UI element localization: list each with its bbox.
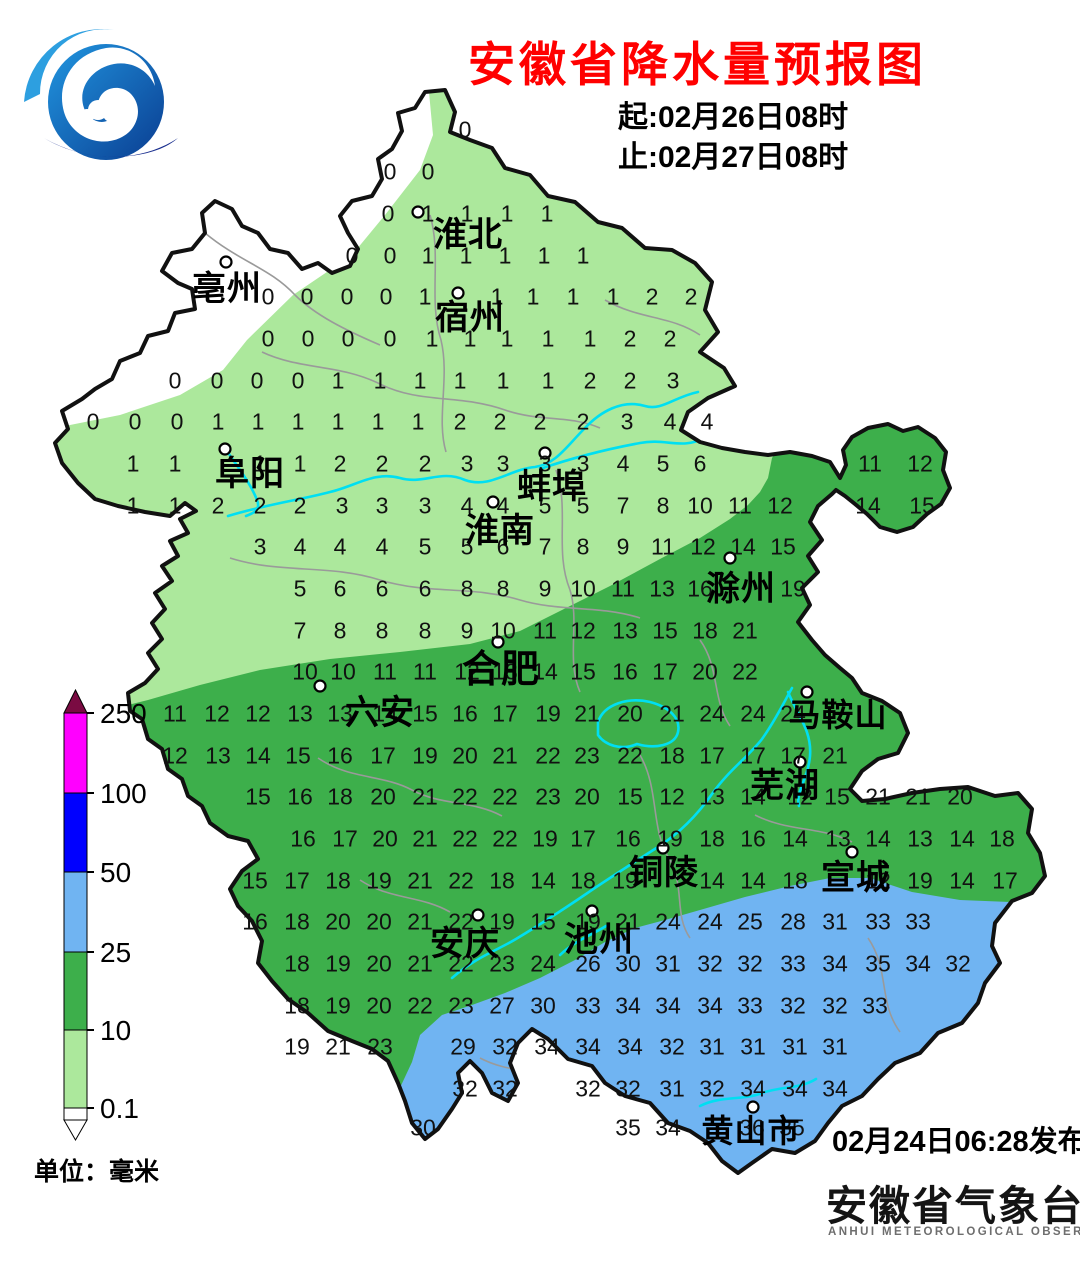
legend-segment bbox=[63, 1029, 88, 1109]
legend-colorbar: 250 100 50 25 10 0.1 bbox=[63, 688, 147, 1142]
city-marker bbox=[656, 841, 670, 855]
yangtze-river bbox=[450, 686, 794, 980]
city-marker bbox=[845, 845, 859, 859]
city-marker bbox=[491, 635, 505, 649]
city-marker bbox=[219, 255, 233, 269]
legend-tick-label: 250 bbox=[100, 698, 147, 729]
legend-segment bbox=[63, 792, 88, 873]
legend-segment bbox=[63, 951, 88, 1031]
publish-time: 02月24日06:28发布 bbox=[832, 1126, 1080, 1158]
city-marker bbox=[800, 685, 814, 699]
forecast-period: 起:02月26日08时 止:02月27日08时 bbox=[618, 98, 848, 178]
legend-segment bbox=[63, 712, 88, 794]
city-marker bbox=[218, 442, 232, 456]
city-marker bbox=[793, 755, 807, 769]
huai-river bbox=[226, 390, 700, 518]
city-marker bbox=[471, 908, 485, 922]
agency-name-en: ANHUI METEOROLOGICAL OBSERVATORY bbox=[828, 1226, 1080, 1238]
city-marker bbox=[451, 286, 465, 300]
legend-tick-label: 10 bbox=[100, 1015, 131, 1046]
legend-tick-label: 0.1 bbox=[100, 1093, 139, 1124]
agency-name-cn: 安徽省气象台 bbox=[826, 1183, 1080, 1229]
city-marker bbox=[723, 551, 737, 565]
city-marker bbox=[411, 205, 425, 219]
legend-tick-label: 100 bbox=[100, 778, 147, 809]
city-marker bbox=[538, 446, 552, 460]
rivers bbox=[223, 390, 818, 1108]
chao-lake bbox=[596, 699, 680, 749]
province-border bbox=[53, 88, 1047, 1175]
unit-label: 单位：毫米 bbox=[34, 1158, 160, 1186]
city-marker bbox=[746, 1100, 760, 1114]
city-marker bbox=[585, 904, 599, 918]
period-start: 起:02月26日08时 bbox=[618, 101, 849, 134]
city-marker bbox=[313, 679, 327, 693]
legend-segment bbox=[63, 871, 88, 953]
county-boundaries bbox=[204, 214, 901, 1087]
city-markers bbox=[218, 205, 859, 1114]
legend-tick-label: 50 bbox=[100, 857, 131, 888]
period-end: 止:02月27日08时 bbox=[618, 141, 849, 174]
city-marker bbox=[486, 495, 500, 509]
legend-tick-label: 25 bbox=[100, 937, 131, 968]
meteorology-logo bbox=[24, 29, 178, 160]
page-title: 安徽省降水量预报图 bbox=[468, 38, 927, 91]
